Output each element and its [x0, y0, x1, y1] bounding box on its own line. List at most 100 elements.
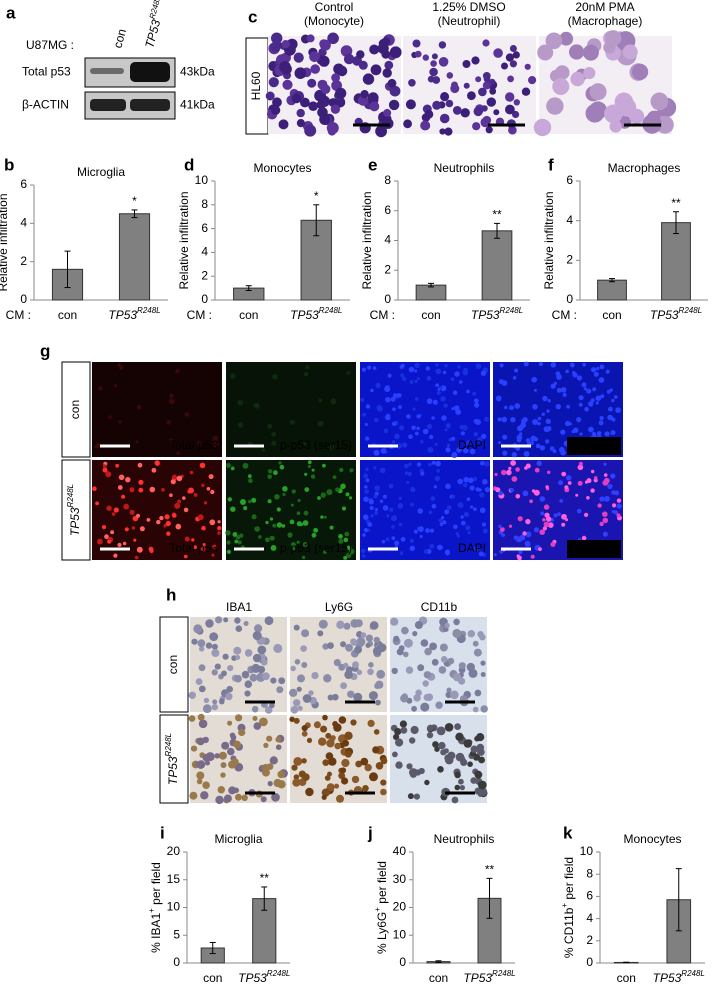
cell: [479, 492, 485, 498]
cell: [336, 794, 344, 803]
cell: [596, 431, 602, 436]
cell: [403, 463, 409, 469]
cell: [228, 786, 237, 795]
cell: [578, 402, 583, 407]
cell: [336, 65, 348, 77]
cell: [508, 466, 512, 470]
cell: [191, 538, 195, 542]
row-label-sup: R248L: [66, 484, 75, 508]
cell: [318, 398, 323, 403]
cell: [197, 441, 202, 446]
cell: [552, 78, 570, 95]
cell: [188, 487, 194, 494]
x-tick-label: TP53R248L: [108, 306, 160, 322]
cell: [193, 545, 198, 550]
cell: [387, 78, 397, 88]
panel-letter: j: [367, 823, 373, 842]
cell: [517, 516, 523, 522]
cell: [509, 405, 514, 411]
cell: [119, 365, 124, 370]
cell: [136, 546, 143, 553]
cell: [525, 531, 532, 538]
panel-letter: k: [563, 823, 573, 842]
cell: [268, 77, 279, 88]
cell: [451, 81, 458, 89]
cell: [484, 461, 490, 467]
cell: [123, 503, 130, 510]
cell: [135, 440, 139, 444]
cell: [205, 619, 214, 628]
label-bg: [567, 437, 621, 455]
cell: [107, 539, 112, 544]
cell: [221, 670, 227, 677]
cell: [403, 651, 409, 658]
cell: [599, 496, 605, 502]
cell-line: U87MG :: [26, 38, 74, 52]
cell: [446, 443, 451, 448]
cell: [373, 417, 379, 423]
cell: [362, 533, 366, 537]
cell: [301, 555, 306, 560]
cell: [570, 71, 585, 87]
cell: [235, 655, 241, 660]
cell: [293, 699, 301, 707]
micrograph: [92, 362, 222, 457]
x-tick-label-sup: R248L: [492, 969, 516, 978]
cell: [164, 514, 170, 520]
cell: [586, 478, 592, 484]
row-label: HL60: [249, 71, 263, 100]
x-tick-label: con: [429, 971, 448, 985]
cell: [195, 761, 201, 768]
cell: [338, 534, 343, 539]
cell: [234, 539, 239, 544]
cell: [322, 759, 330, 766]
cell: [318, 619, 328, 629]
cell: [423, 693, 431, 701]
cell: [431, 416, 435, 420]
x-tick-label-base: TP53: [471, 308, 500, 322]
cell: [279, 677, 286, 684]
cell: [199, 462, 206, 469]
cell: [511, 110, 520, 119]
cell: [210, 489, 215, 495]
cell: [410, 487, 416, 493]
cell: [169, 393, 174, 399]
y-axis-label: Relative infiltration: [0, 193, 10, 291]
cell: [251, 497, 257, 503]
cell: [467, 761, 473, 767]
cell: [301, 662, 308, 668]
label-bg: [567, 540, 621, 558]
cell: [205, 642, 213, 649]
row-label-box: [61, 361, 91, 458]
cell: [398, 522, 403, 527]
cell: [131, 526, 136, 530]
cell: [440, 92, 450, 102]
cell: [176, 451, 180, 456]
cell: [300, 645, 307, 652]
cell: [265, 537, 270, 543]
y-tick-label: 0: [201, 292, 208, 306]
cell: [400, 694, 409, 703]
x-tick-label: TP53R248L: [653, 969, 705, 985]
cell: [482, 39, 490, 47]
cell: [261, 448, 266, 452]
cell: [581, 382, 587, 388]
cell: [484, 487, 491, 493]
cell: [101, 525, 107, 530]
cell: [610, 430, 616, 436]
cell: [201, 525, 206, 531]
cell: [559, 31, 574, 46]
y-axis-label-base: Relative infiltration: [177, 191, 191, 289]
cell: [360, 632, 367, 638]
cell: [445, 483, 451, 490]
cell: [338, 538, 344, 544]
cell: [406, 480, 410, 484]
cell: [332, 693, 339, 701]
cell: [420, 639, 429, 647]
cell: [418, 526, 424, 532]
cell: [485, 126, 493, 134]
cell: [297, 705, 303, 711]
cell: [330, 104, 341, 114]
cell: [473, 398, 479, 404]
cell: [261, 659, 268, 666]
